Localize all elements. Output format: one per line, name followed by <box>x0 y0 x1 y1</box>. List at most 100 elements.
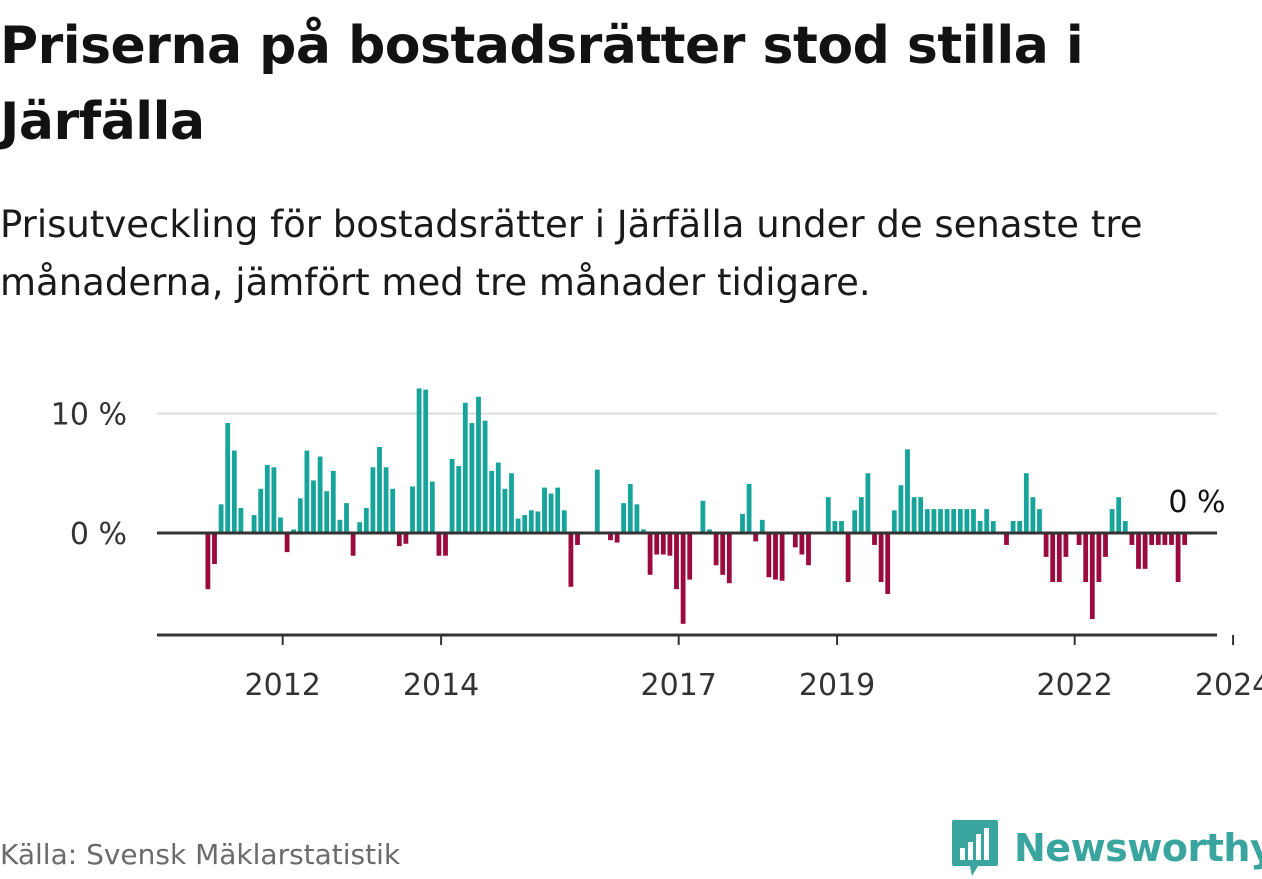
y-tick-label: 10 % <box>51 398 127 433</box>
bar <box>383 467 389 533</box>
bar <box>311 480 316 533</box>
bar <box>1162 533 1168 545</box>
bar <box>225 423 231 533</box>
bar <box>1142 533 1148 569</box>
bar <box>278 517 283 533</box>
bar <box>753 533 759 542</box>
bar <box>462 402 468 533</box>
bar <box>429 481 435 533</box>
bar <box>476 396 481 533</box>
bar <box>502 488 508 533</box>
bar <box>726 533 732 584</box>
bar <box>614 533 620 543</box>
bar <box>700 500 706 533</box>
bar <box>357 522 363 533</box>
bar <box>238 507 244 533</box>
bar <box>1096 533 1102 582</box>
bar <box>337 519 343 533</box>
bar <box>1155 533 1161 545</box>
bar <box>436 533 442 556</box>
bar <box>687 533 693 580</box>
bar <box>1004 533 1009 545</box>
last-value-label: 0 % <box>1168 485 1225 520</box>
bar <box>509 473 514 533</box>
axes <box>157 531 1235 645</box>
bar <box>258 488 264 533</box>
labels: 10 % 0 % 2012 2014 2017 2019 2022 2024 0 % <box>51 398 1262 704</box>
bar <box>1109 509 1115 533</box>
x-tick-label: 2014 <box>403 668 479 703</box>
bar <box>350 533 356 556</box>
bar <box>667 533 673 556</box>
bar <box>416 388 422 533</box>
bar <box>990 521 996 533</box>
bar <box>885 533 891 594</box>
bar <box>944 509 950 533</box>
bar <box>680 533 686 624</box>
bar <box>852 510 858 533</box>
bar <box>456 466 462 533</box>
bar <box>660 533 666 555</box>
bar <box>773 533 778 580</box>
bar <box>542 487 547 533</box>
bar <box>759 519 765 533</box>
bar <box>806 533 811 566</box>
bar <box>1056 533 1062 582</box>
bar <box>1169 533 1174 545</box>
bar <box>1136 533 1141 569</box>
bar <box>707 529 712 533</box>
bar <box>535 511 541 533</box>
bar <box>634 504 640 533</box>
bar <box>324 491 330 533</box>
bar <box>641 529 646 533</box>
bar <box>839 521 844 533</box>
bar <box>957 509 963 533</box>
bar <box>561 510 567 533</box>
bar <box>977 521 983 533</box>
bar <box>205 533 211 590</box>
bar <box>1037 509 1042 533</box>
chart-title: Priserna på bostadsrätter stod stilla i … <box>0 16 1084 152</box>
bar <box>891 510 897 533</box>
bar <box>898 485 904 533</box>
bar <box>330 470 336 533</box>
bar <box>1043 533 1049 557</box>
bar <box>674 533 679 590</box>
bar <box>799 533 805 555</box>
bar <box>654 533 660 555</box>
bar <box>1116 497 1122 533</box>
bar <box>304 450 310 533</box>
bar <box>951 509 957 533</box>
bar <box>370 467 376 533</box>
bar <box>528 510 534 533</box>
bar <box>284 533 290 553</box>
bar <box>766 533 772 578</box>
bar <box>489 470 495 533</box>
bar <box>548 493 554 533</box>
bar <box>1017 521 1023 533</box>
bar <box>740 513 745 533</box>
bar <box>918 497 924 533</box>
bar <box>568 533 574 587</box>
bar <box>443 533 448 556</box>
bar <box>971 509 976 533</box>
bar <box>390 488 396 533</box>
bar <box>1122 521 1128 533</box>
brand-name: Newsworthy <box>1014 826 1262 870</box>
x-tick-label: 2017 <box>641 668 717 703</box>
bar <box>1063 533 1069 557</box>
source-note: Källa: Svensk Mäklarstatistik <box>0 838 401 871</box>
bar <box>231 450 237 533</box>
bar <box>297 498 303 533</box>
bar <box>291 529 297 533</box>
bar <box>1182 533 1188 545</box>
bar <box>872 533 877 545</box>
bar <box>1103 533 1108 557</box>
bar <box>251 515 257 533</box>
bar <box>1089 533 1095 620</box>
bar-chart: 10 % 0 % 2012 2014 2017 2019 2022 2024 0 % <box>51 388 1262 704</box>
bar <box>878 533 884 582</box>
bar <box>522 515 528 533</box>
bar <box>594 469 600 533</box>
bar <box>1030 497 1036 533</box>
